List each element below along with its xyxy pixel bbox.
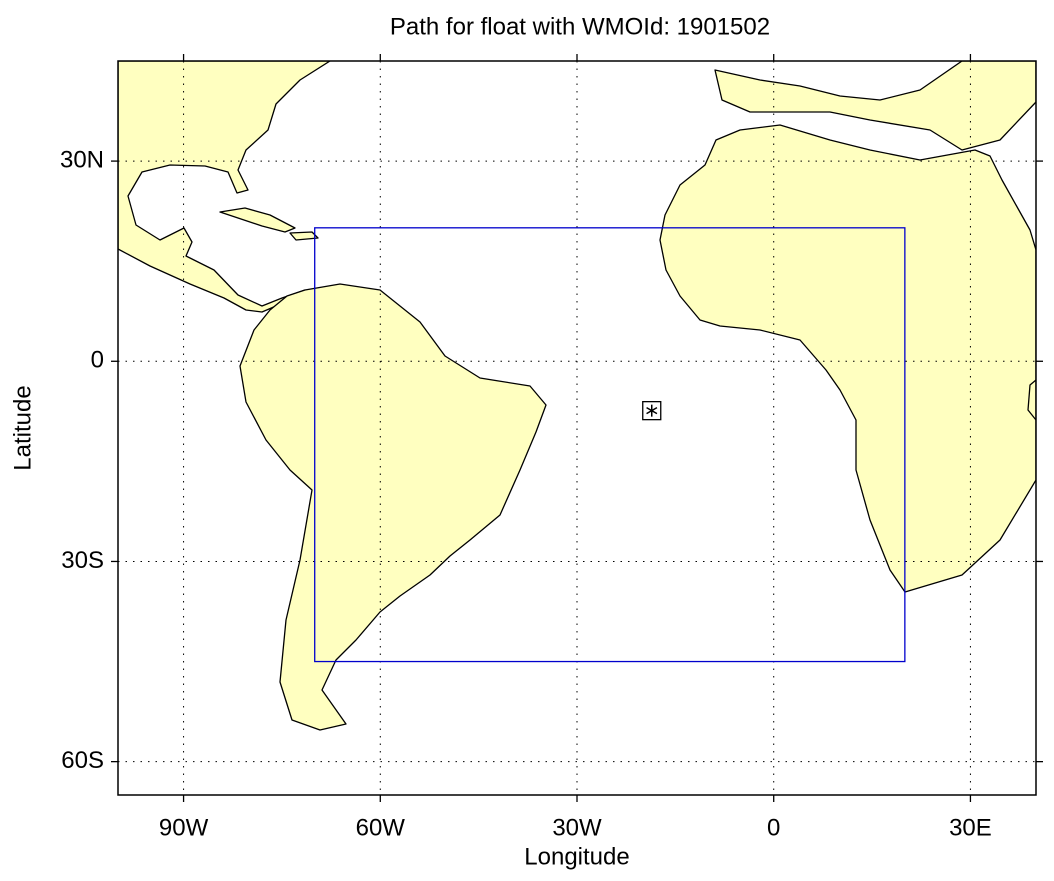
cuba (219, 207, 296, 233)
y-tick-label: 60S (61, 747, 104, 774)
x-tick-label: 60W (356, 814, 406, 841)
x-tick-label: 30W (552, 814, 602, 841)
north-central-america (118, 61, 331, 313)
y-tick-label: 30S (61, 547, 104, 574)
hispaniola (289, 231, 319, 241)
chart-title: Path for float with WMOId: 1901502 (390, 13, 770, 40)
marks (314, 227, 906, 663)
float-position (642, 401, 662, 421)
europe (714, 61, 1036, 151)
x-axis-label: Longitude (524, 843, 629, 870)
float-asterisk (646, 407, 658, 415)
x-tick-label: 90W (159, 814, 209, 841)
africa (659, 124, 1036, 593)
x-tick-label: 30E (949, 814, 992, 841)
y-tick-label: 30N (60, 146, 104, 173)
madagascar (1027, 379, 1036, 421)
axes: 90W 60W 30W 0 30E 30N 0 30S 60S (60, 54, 1043, 841)
land (118, 61, 1036, 731)
region-box (314, 227, 906, 663)
x-tick-label: 0 (767, 814, 780, 841)
y-axis-label: Latitude (9, 385, 36, 470)
float-box (642, 401, 662, 421)
south-america (239, 283, 547, 731)
y-tick-label: 0 (91, 347, 104, 374)
grid (118, 61, 1036, 795)
